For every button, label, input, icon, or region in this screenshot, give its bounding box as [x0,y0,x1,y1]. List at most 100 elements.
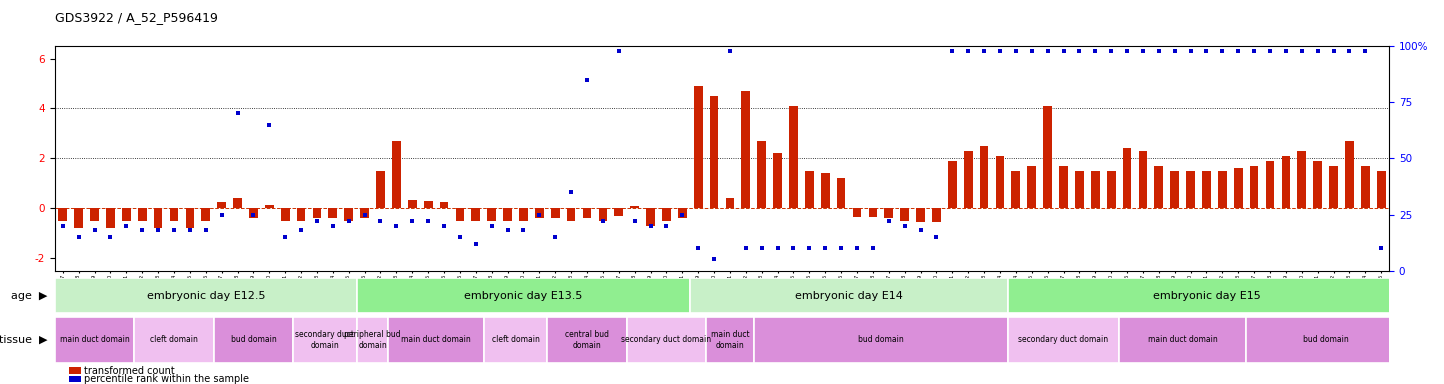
Point [638,223,661,229]
Point [559,189,582,195]
Bar [217,202,227,208]
Point [1019,48,1043,54]
Bar [1090,171,1100,208]
Point [52,223,75,229]
Bar [868,208,878,217]
Bar [391,141,401,208]
Text: embryonic day E13.5: embryonic day E13.5 [465,291,582,301]
Bar [534,208,544,218]
Point [591,218,614,224]
Bar [709,96,719,208]
Bar [232,198,243,208]
Point [66,234,90,240]
Text: secondary duct
domain: secondary duct domain [296,330,354,349]
Bar [820,174,830,208]
Text: secondary duct domain: secondary duct domain [621,335,712,344]
Bar [1106,171,1116,208]
Bar [1328,166,1339,208]
Bar [645,208,656,226]
Bar [407,200,417,208]
Bar [804,171,814,208]
Point [606,48,630,54]
Bar [690,278,1008,313]
Point [575,77,598,83]
Point [861,245,884,251]
Point [1035,48,1058,54]
Point [924,234,947,240]
Bar [995,156,1005,208]
Bar [598,208,608,221]
Point [1100,48,1123,54]
Bar [1154,166,1164,208]
Bar [1138,151,1148,208]
Bar [185,208,195,228]
Point [416,218,439,224]
Bar [706,317,754,363]
Bar [1233,169,1243,208]
Point [797,245,820,251]
Point [1051,48,1074,54]
Bar [471,208,481,221]
Bar [264,205,274,208]
Bar [423,201,433,208]
Point [845,245,868,251]
Text: bud domain: bud domain [231,335,276,344]
Bar [1186,171,1196,208]
Bar [55,317,134,363]
Text: age  ▶: age ▶ [12,291,48,301]
Point [1083,48,1106,54]
Bar [214,317,293,363]
Point [781,245,804,251]
Bar [518,208,529,221]
Text: embryonic day E14: embryonic day E14 [796,291,902,301]
Bar [1043,106,1053,208]
Bar [439,202,449,208]
Point [241,212,264,218]
Bar [1313,161,1323,208]
Point [877,218,900,224]
Bar [1027,166,1037,208]
Bar [1249,166,1259,208]
Text: main duct domain: main duct domain [401,335,471,344]
Bar [293,317,357,363]
Point [1289,48,1313,54]
Bar [1058,166,1069,208]
Text: percentile rank within the sample: percentile rank within the sample [84,374,248,384]
Text: embryonic day E12.5: embryonic day E12.5 [146,291,266,301]
Bar [153,208,163,228]
Bar [979,146,989,208]
Point [400,218,425,224]
Bar [90,208,100,221]
Point [543,234,566,240]
Bar [630,206,640,208]
Bar [725,198,735,208]
Text: transformed count: transformed count [84,366,175,376]
Point [146,227,169,233]
Point [178,227,201,233]
Point [670,212,693,218]
Bar [614,208,624,216]
Point [209,212,232,218]
Point [193,227,217,233]
Bar [1011,171,1021,208]
Text: peripheral bud
domain: peripheral bud domain [344,330,401,349]
Bar [248,208,258,218]
Point [1321,48,1344,54]
Bar [137,208,147,221]
Bar [1201,171,1212,208]
Bar [360,208,370,218]
Point [1194,48,1217,54]
Bar [1217,171,1227,208]
Point [988,48,1011,54]
Bar [677,208,687,218]
Point [765,245,788,251]
Bar [661,208,671,221]
Bar [1074,171,1084,208]
Bar [836,178,846,208]
Bar [963,151,973,208]
Point [908,227,931,233]
Point [1369,245,1392,251]
Point [98,234,121,240]
Point [495,227,518,233]
Bar [741,91,751,208]
